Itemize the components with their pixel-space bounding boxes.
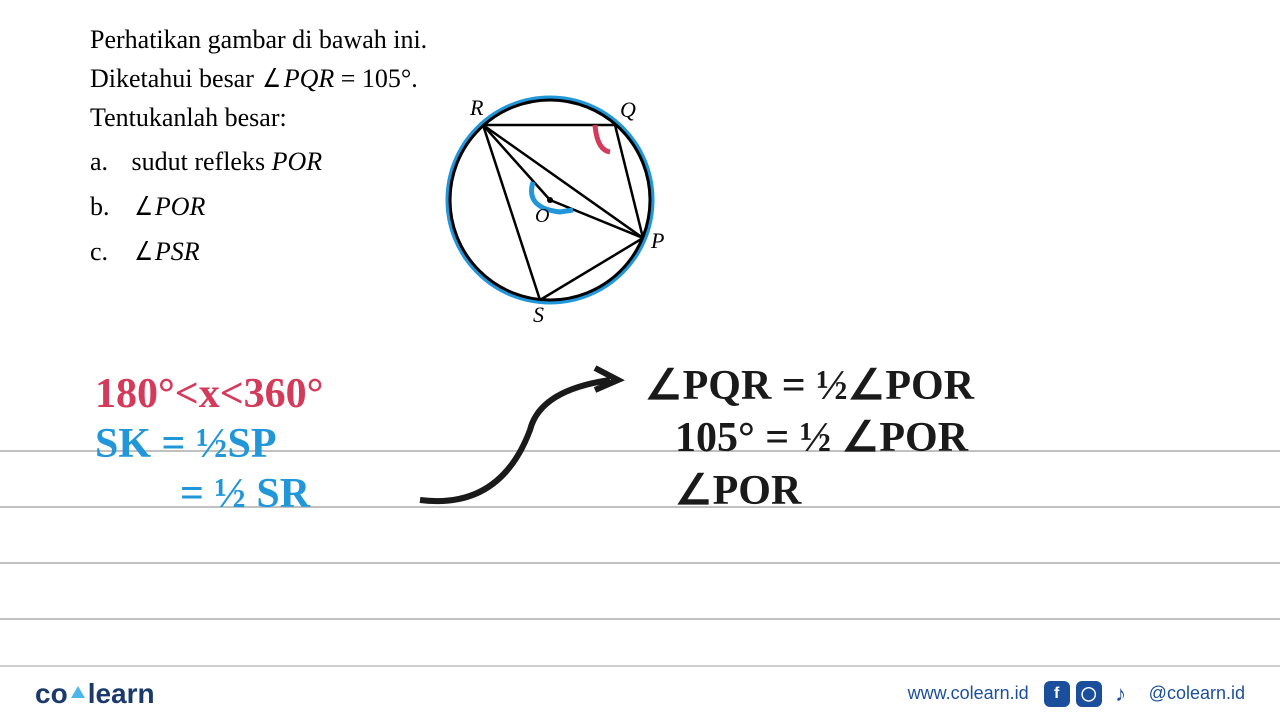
footer: co learn www.colearn.id f ◯ ♪ @colearn.i… bbox=[0, 665, 1280, 720]
line-RS bbox=[483, 125, 540, 300]
hw-red-range: 180°<x<360° bbox=[95, 370, 323, 418]
hw-black-eq3: ∠POR bbox=[675, 465, 801, 515]
label-Q: Q bbox=[620, 97, 636, 122]
facebook-icon[interactable]: f bbox=[1044, 681, 1070, 707]
website-link[interactable]: www.colearn.id bbox=[908, 683, 1029, 704]
diagram-svg: R Q O P S bbox=[425, 90, 685, 335]
hw-blue-eq2: = ½ SR bbox=[180, 470, 310, 518]
notebook-line bbox=[0, 562, 1280, 618]
problem-statement: Perhatikan gambar di bawah ini. Diketahu… bbox=[90, 20, 427, 277]
center-dot bbox=[547, 197, 553, 203]
hw-black-eq2: 105° = ½ ∠POR bbox=[675, 412, 968, 462]
item-c: c. ∠PSR bbox=[90, 232, 427, 271]
red-angle-arc bbox=[595, 125, 610, 152]
arrow-svg bbox=[380, 340, 660, 530]
circle-diagram: R Q O P S bbox=[425, 90, 685, 340]
tiktok-icon[interactable]: ♪ bbox=[1108, 681, 1134, 707]
problem-line1: Perhatikan gambar di bawah ini. bbox=[90, 20, 427, 59]
logo-post: learn bbox=[88, 678, 155, 710]
label-P: P bbox=[650, 228, 664, 253]
logo-pre: co bbox=[35, 678, 68, 710]
social-handle[interactable]: @colearn.id bbox=[1149, 683, 1245, 704]
label-O: O bbox=[535, 205, 549, 227]
label-R: R bbox=[469, 95, 484, 120]
item-a: a. sudut refleks POR bbox=[90, 142, 427, 181]
item-b: b. ∠POR bbox=[90, 187, 427, 226]
hw-black-eq1: ∠PQR = ½∠POR bbox=[645, 360, 974, 410]
footer-right: www.colearn.id f ◯ ♪ @colearn.id bbox=[908, 681, 1245, 707]
hw-blue-eq1: SK = ½SP bbox=[95, 420, 276, 468]
problem-line2: Diketahui besar ∠PQR = 105°. bbox=[90, 59, 427, 98]
logo-triangle-icon bbox=[71, 686, 85, 698]
problem-items: a. sudut refleks POR b. ∠POR c. ∠PSR bbox=[90, 142, 427, 271]
logo: co learn bbox=[35, 678, 155, 710]
instagram-icon[interactable]: ◯ bbox=[1076, 681, 1102, 707]
arrow-curve bbox=[420, 380, 610, 501]
social-icons: f ◯ ♪ bbox=[1044, 681, 1134, 707]
line-RO bbox=[483, 125, 550, 200]
problem-line3: Tentukanlah besar: bbox=[90, 98, 427, 137]
label-S: S bbox=[533, 302, 544, 327]
